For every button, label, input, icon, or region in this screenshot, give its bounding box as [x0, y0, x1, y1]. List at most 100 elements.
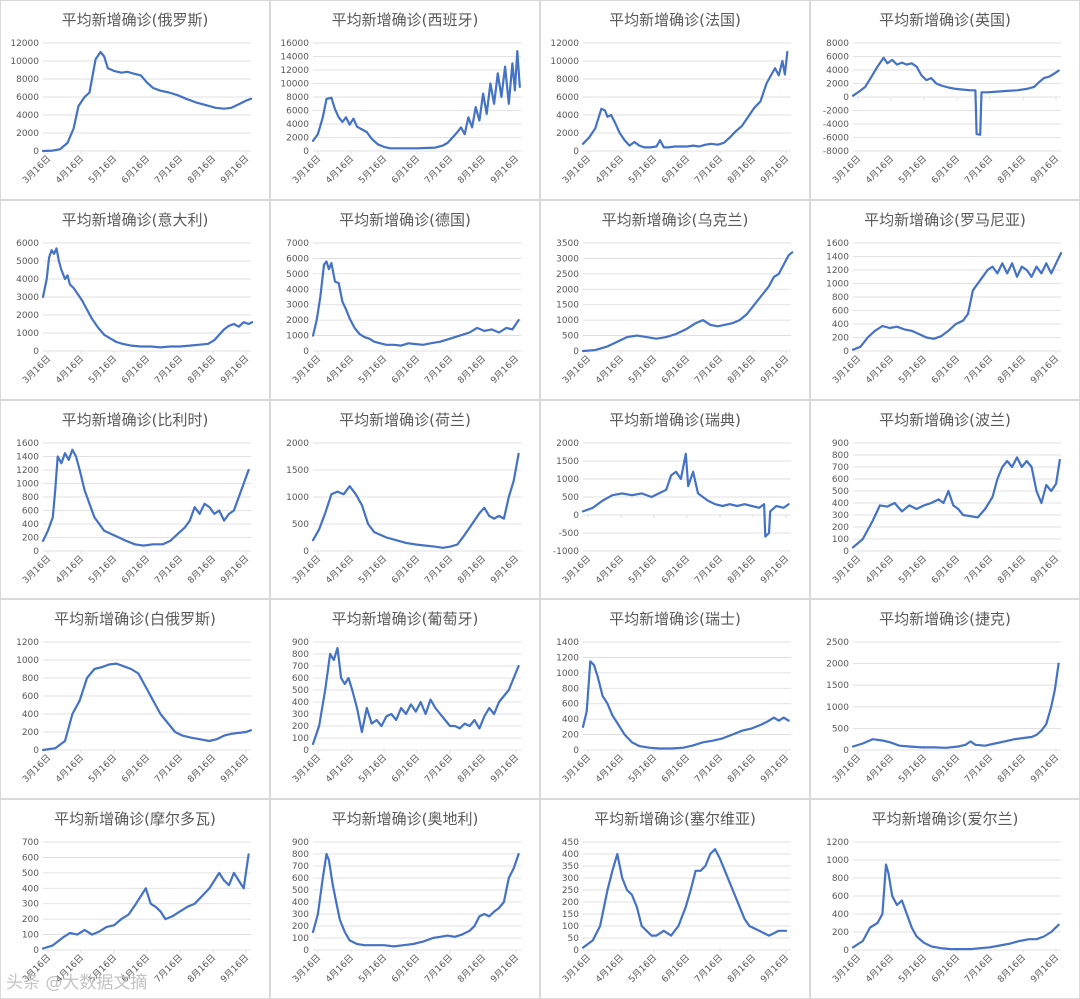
chart-panel: 平均新增确诊(白俄罗斯) 0 200 400 600 800 1000 1200 3月16日 4月…: [0, 599, 270, 800]
y-tick-label: 0: [573, 946, 579, 956]
x-tick-label: 8月16日: [995, 153, 1028, 186]
x-tick-label: 8月16日: [185, 953, 218, 986]
line-chart: 0 500 1000 1500 2000 3月16日 4月16日 5月16日 6月16日 7月16…: [286, 439, 521, 586]
y-tick-label: 900: [832, 439, 849, 449]
line-chart: 0 200 400 600 800 1000 1200 3月16日 4月16日 5月16日 6月16…: [826, 838, 1061, 986]
x-tick-label: 9月16日: [488, 353, 521, 386]
y-tick-label: 2000: [16, 311, 39, 321]
y-tick-label: 700: [832, 463, 849, 473]
x-tick-label: 9月16日: [758, 953, 791, 986]
y-tick-label: 2000: [556, 285, 579, 295]
y-tick-label: 1500: [826, 682, 849, 692]
chart-title: 平均新增确诊(法国): [609, 11, 741, 29]
y-tick-label: 2000: [826, 80, 849, 90]
x-tick-label: 8月16日: [995, 753, 1028, 786]
chart-title: 平均新增确诊(葡萄牙): [331, 610, 479, 629]
y-tick-label: 10000: [10, 57, 39, 67]
y-tick-label: 600: [292, 874, 309, 884]
y-tick-label: 10000: [280, 80, 309, 90]
chart-panel: 平均新增确诊(葡萄牙) 0 100 200 300 400 500 600 700 800 900 3…: [270, 599, 540, 800]
x-tick-label: 6月16日: [929, 153, 962, 186]
y-tick-label: 4000: [556, 111, 579, 121]
x-tick-label: 8月16日: [455, 353, 488, 386]
x-tick-label: 7月16日: [692, 353, 725, 386]
series-line: [311, 49, 521, 150]
y-tick-label: 0: [843, 946, 849, 956]
chart-panel: 平均新增确诊(塞尔维亚) 0 50 100 150 200 250 300 350 400 450 3…: [540, 799, 810, 999]
x-tick-label: 8月16日: [725, 753, 758, 786]
y-tick-label: 8000: [286, 93, 309, 103]
y-tick-label: -4000: [823, 120, 849, 130]
y-tick-label: 400: [832, 499, 849, 509]
y-tick-label: 200: [22, 728, 39, 738]
line-chart: 0 500 1000 1500 2000 2500 3月16日 4月16日 5月16日 6月16日…: [826, 638, 1061, 786]
x-tick-label: 7月16日: [962, 153, 995, 186]
y-tick-label: 400: [292, 898, 309, 908]
x-tick-label: 5月16日: [86, 553, 119, 586]
line-chart: 0 200 400 600 800 1000 1200 1400 1600 3月16日 4月16日 5…: [16, 439, 251, 586]
x-tick-label: 4月16日: [53, 753, 86, 786]
line-chart: 0 100 200 300 400 500 600 700 800 900 3月16日 4月16日 5月…: [290, 638, 521, 786]
y-tick-label: 6000: [16, 239, 39, 249]
x-tick-label: 7月16日: [422, 953, 455, 986]
y-tick-label: 0: [33, 347, 39, 357]
y-tick-label: 350: [562, 862, 579, 872]
chart-title: 平均新增确诊(爱尔兰): [871, 810, 1019, 829]
series-line: [311, 647, 520, 746]
series-line: [851, 251, 1063, 351]
x-tick-label: 6月16日: [659, 553, 692, 586]
y-tick-label: 3000: [556, 254, 579, 264]
y-tick-label: 10000: [550, 57, 579, 67]
x-tick-label: 5月16日: [626, 553, 659, 586]
x-tick-label: 7月16日: [422, 753, 455, 786]
y-tick-label: 1200: [826, 838, 849, 848]
y-tick-label: 300: [292, 910, 309, 920]
y-tick-label: 6000: [16, 93, 39, 103]
x-tick-label: 5月16日: [896, 753, 929, 786]
x-tick-label: 4月16日: [323, 153, 356, 186]
x-tick-label: 8月16日: [995, 353, 1028, 386]
y-tick-label: 700: [292, 862, 309, 872]
y-tick-label: 1000: [556, 669, 579, 679]
y-tick-label: 200: [832, 333, 849, 343]
series-line: [581, 452, 790, 538]
y-tick-label: 500: [832, 487, 849, 497]
y-tick-label: 0: [33, 946, 39, 956]
x-tick-label: 4月16日: [323, 553, 356, 586]
chart-title: 平均新增确诊(捷克): [879, 610, 1011, 629]
x-tick-label: 3月16日: [830, 953, 863, 986]
x-tick-label: 3月16日: [830, 353, 863, 386]
y-tick-label: 0: [843, 746, 849, 756]
x-tick-label: 8月16日: [995, 953, 1028, 986]
y-tick-label: 800: [292, 850, 309, 860]
x-tick-label: 5月16日: [896, 153, 929, 186]
series-line: [581, 250, 794, 352]
x-tick-label: 4月16日: [863, 553, 896, 586]
y-tick-label: 0: [303, 347, 309, 357]
y-tick-label: 6000: [556, 93, 579, 103]
x-tick-label: 9月16日: [1028, 353, 1061, 386]
x-tick-label: 9月16日: [1028, 553, 1061, 586]
x-tick-label: 4月16日: [323, 353, 356, 386]
x-tick-label: 8月16日: [185, 153, 218, 186]
line-chart: 0 2000 4000 6000 8000 10000 12000 14000 16000 3月1…: [280, 39, 521, 186]
x-tick-label: 7月16日: [422, 353, 455, 386]
x-tick-label: 3月16日: [290, 953, 323, 986]
chart-panel: 平均新增确诊(比利时) 0 200 400 600 800 1000 1200 1400 1600…: [0, 399, 270, 600]
y-tick-label: 100: [292, 934, 309, 944]
y-tick-label: 3000: [286, 301, 309, 311]
x-tick-label: 9月16日: [218, 153, 251, 186]
y-tick-label: 0: [303, 946, 309, 956]
y-tick-label: 300: [832, 511, 849, 521]
y-tick-label: -6000: [823, 134, 849, 144]
chart-panel: 平均新增确诊(英国) -8000 -6000 -4000 -2000 0 2000 4000 6…: [810, 0, 1080, 200]
y-tick-label: 500: [292, 686, 309, 696]
x-tick-label: 8月16日: [725, 353, 758, 386]
x-tick-label: 4月16日: [323, 753, 356, 786]
x-tick-label: 3月16日: [830, 753, 863, 786]
x-tick-label: 7月16日: [152, 753, 185, 786]
y-tick-label: 700: [22, 838, 39, 848]
y-tick-label: 2000: [16, 129, 39, 139]
chart-panel: 平均新增确诊(荷兰) 0 500 1000 1500 2000 3月16日 4月16日 5月16…: [270, 399, 540, 600]
